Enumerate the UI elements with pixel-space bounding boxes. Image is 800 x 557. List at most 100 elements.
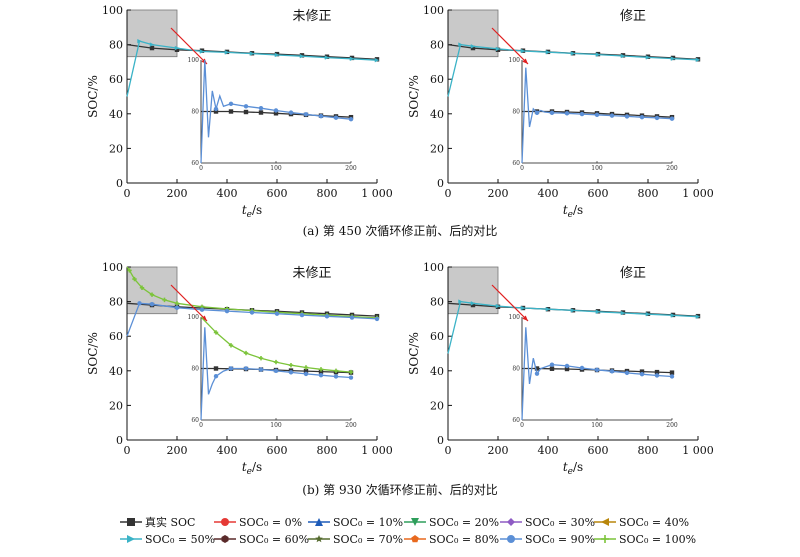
data-point: [645, 312, 651, 317]
inset-x-tick-label: 200: [666, 165, 678, 172]
x-tick-label: 0: [445, 444, 452, 457]
legend-marker: [315, 518, 323, 526]
data-point: [199, 307, 205, 312]
data-point: [620, 310, 626, 316]
y-tick-label: 40: [430, 365, 444, 378]
inset-data-point: [288, 362, 294, 368]
inset-data-point: [348, 117, 354, 122]
inset-data-point: [594, 367, 600, 372]
legend-item: SOC₀ = 90%: [500, 533, 595, 546]
inset-data-point: [318, 369, 324, 374]
x-tick-label: 1 000: [682, 444, 714, 457]
inset-data-point: [654, 115, 660, 121]
legend-marker: [315, 535, 323, 543]
inset-data-point: [333, 374, 339, 379]
data-point: [139, 285, 145, 290]
x-tick-label: 800: [638, 444, 659, 457]
legend-label: SOC₀ = 90%: [525, 533, 595, 546]
inset-series-line: [521, 67, 673, 164]
inset-data-point: [303, 365, 309, 370]
inset-data-point: [669, 374, 675, 379]
legend-label: SOC₀ = 30%: [525, 516, 595, 529]
y-tick-label: 0: [116, 177, 123, 190]
data-point: [570, 308, 576, 313]
inset-data-point: [303, 368, 309, 374]
x-tick-label: 1 000: [682, 187, 714, 200]
legend-label: SOC₀ = 20%: [429, 516, 499, 529]
inset-y-tick-label: 60: [191, 417, 199, 424]
inset-data-point: [288, 370, 294, 375]
inset-series-1: [521, 67, 675, 164]
inset-data-point: [654, 369, 660, 375]
inset-x-tick-label: 100: [591, 422, 603, 429]
x-tick-label: 1 000: [361, 187, 393, 200]
x-tick-label: 600: [588, 187, 609, 200]
inset-data-point: [624, 370, 630, 376]
data-point: [132, 276, 137, 282]
y-tick-label: 0: [437, 434, 444, 447]
data-point: [162, 297, 167, 303]
zoom-arrow: [491, 284, 529, 322]
data-point: [174, 47, 180, 52]
x-tick-label: 200: [167, 187, 188, 200]
inset-data-point: [564, 111, 570, 116]
inset-data-point: [549, 366, 555, 371]
data-point: [695, 314, 701, 319]
legend-item: SOC₀ = 0%: [214, 516, 302, 529]
inset-data-point: [213, 109, 219, 114]
data-point: [249, 51, 255, 56]
inset-data-point: [564, 363, 570, 369]
inset-series-line: [521, 327, 673, 421]
legend: 真实 SOC SOC₀ = 0% SOC₀ = 10% SOC₀ = 20% SOC₀ …: [120, 515, 696, 546]
data-point: [520, 48, 526, 54]
x-tick-label: 0: [124, 444, 131, 457]
data-point: [299, 312, 305, 318]
zoom-arrow-head: [522, 58, 528, 64]
inset-x-tick-label: 200: [666, 422, 678, 429]
inset-y-tick-label: 60: [512, 160, 520, 167]
zoom-arrow: [170, 284, 208, 322]
x-tick-label: 200: [167, 444, 188, 457]
inset-data-point: [579, 365, 585, 371]
inset-data-point: [273, 359, 279, 365]
data-point: [595, 52, 601, 57]
inset-a-left: 60 80 100 0 100 200: [188, 57, 357, 172]
legend-item: SOC₀ = 80%: [404, 533, 499, 546]
data-point: [520, 305, 526, 311]
data-point: [137, 38, 142, 44]
inset-y-tick-label: 80: [512, 366, 520, 373]
inset-series-1: [521, 327, 675, 421]
data-point: [249, 310, 255, 315]
legend-label: 真实 SOC: [145, 515, 195, 529]
y-tick-label: 20: [109, 399, 123, 412]
x-tick-label: 600: [267, 444, 288, 457]
y-tick-label: 40: [430, 108, 444, 121]
legend-marker: [127, 535, 135, 543]
legend-marker: [507, 535, 515, 543]
inset-x-tick-label: 0: [199, 422, 203, 429]
zoom-arrow-head: [201, 315, 207, 321]
x-tick-label: 200: [488, 444, 509, 457]
y-tick-label: 60: [430, 73, 444, 86]
inset-data-point: [579, 111, 585, 117]
data-point: [458, 299, 463, 304]
inset-data-point: [228, 366, 234, 371]
caption-a: (a) 第 450 次循环修正前、后的对比: [303, 223, 498, 238]
x-tick-label: 400: [217, 444, 238, 457]
data-point: [470, 45, 476, 51]
inset-a-right: 60 80 100 0 100 200: [509, 57, 678, 172]
data-point: [470, 301, 476, 306]
data-point: [670, 313, 676, 318]
data-point: [149, 292, 155, 297]
data-point: [174, 305, 180, 310]
data-point: [458, 42, 463, 47]
inset-y-tick-label: 80: [191, 366, 199, 373]
inset-series-1: [200, 59, 354, 164]
x-tick-label: 400: [538, 187, 559, 200]
y-axis-title: SOC/%: [407, 75, 421, 118]
data-point: [495, 303, 501, 309]
